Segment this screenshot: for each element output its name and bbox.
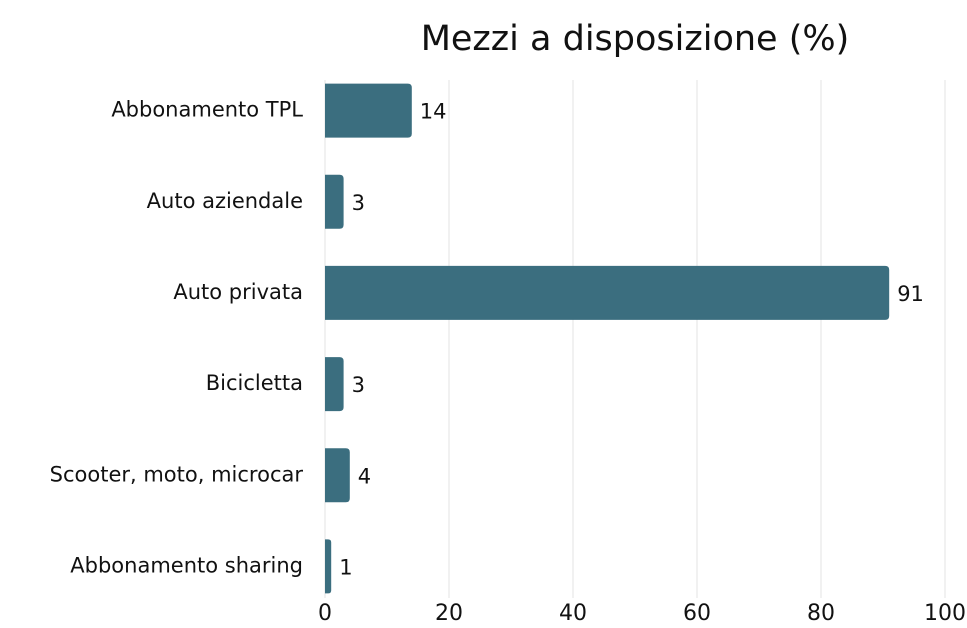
data-label: 91: [897, 282, 924, 306]
bar: [325, 357, 344, 412]
data-label: 14: [420, 100, 447, 124]
y-tick-label: Abbonamento sharing: [70, 553, 303, 577]
data-label: 4: [358, 464, 371, 488]
x-tick-label: 100: [924, 601, 966, 626]
y-tick-label: Auto aziendale: [147, 189, 303, 213]
bar: [325, 265, 890, 320]
y-tick-label: Scooter, moto, microcar: [50, 462, 304, 486]
x-tick-label: 0: [318, 601, 332, 626]
x-tick-label: 60: [683, 601, 711, 626]
y-tick-label: Abbonamento TPL: [111, 98, 303, 122]
x-tick-label: 80: [807, 601, 835, 626]
data-label: 3: [352, 373, 365, 397]
data-label: 1: [339, 555, 352, 579]
data-label: 3: [352, 191, 365, 215]
x-tick-label: 20: [435, 601, 463, 626]
y-tick-label: Auto privata: [173, 280, 303, 304]
chart-title: Mezzi a disposizione (%): [421, 19, 850, 59]
bar: [325, 448, 350, 503]
bar: [325, 174, 344, 229]
bar: [325, 539, 332, 594]
x-tick-label: 40: [559, 601, 587, 626]
bar: [325, 83, 412, 138]
y-tick-label: Bicicletta: [206, 371, 303, 395]
